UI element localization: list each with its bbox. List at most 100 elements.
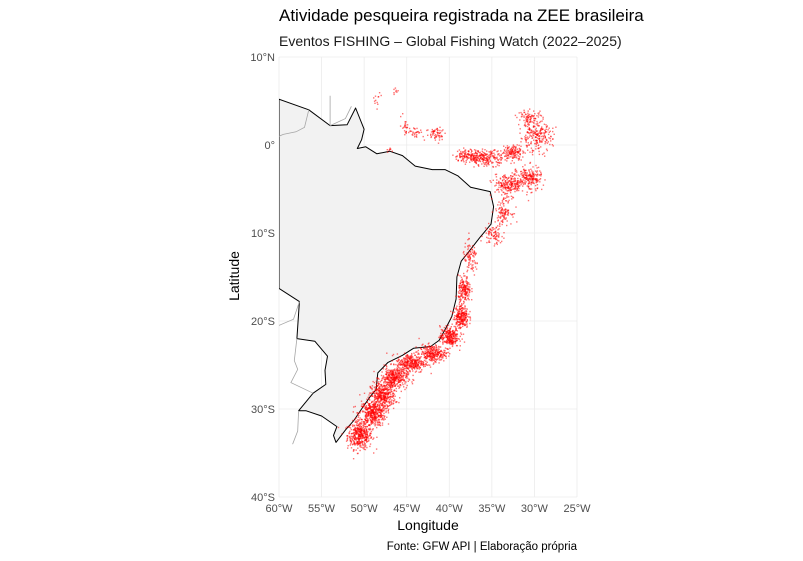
fishing-event-point [382,393,385,396]
fishing-event-point [364,423,366,425]
fishing-event-point [529,162,531,164]
fishing-event-point [433,348,436,351]
fishing-event-point [479,157,481,160]
fishing-event-point [417,361,419,363]
fishing-event-point [391,360,393,362]
fishing-event-point [406,356,408,358]
fishing-event-point [397,363,400,365]
fishing-event-point [430,134,432,136]
fishing-event-point [532,115,535,117]
fishing-event-point [504,183,507,186]
fishing-event-point [536,124,538,126]
fishing-event-point [437,354,439,356]
fishing-event-point [506,157,509,159]
fishing-event-point [510,175,512,177]
fishing-event-point [439,355,441,358]
fishing-event-point [484,153,487,155]
fishing-event-point [527,128,529,131]
fishing-event-point [363,403,366,405]
fishing-event-point [535,174,538,176]
fishing-event-point [403,372,405,375]
fishing-event-point [545,124,547,126]
fishing-event-point [462,333,465,335]
fishing-event-point [392,392,394,394]
fishing-event-point [514,184,517,186]
fishing-event-point [520,145,522,147]
fishing-event-point [467,153,469,155]
fishing-event-point [461,292,464,295]
fishing-event-point [384,386,386,388]
fishing-event-point [477,157,479,159]
fishing-event-point [459,311,461,313]
fishing-event-point [444,334,447,337]
fishing-event-point [508,152,511,154]
fishing-event-point [427,351,430,353]
fishing-event-point [469,257,471,259]
fishing-event-point [371,388,373,391]
fishing-event-point [456,330,458,332]
fishing-event-point [465,285,468,287]
fishing-event-point [405,370,408,372]
fishing-event-point [372,409,374,411]
fishing-event-point [387,151,389,153]
fishing-event-point [507,146,509,149]
fishing-event-point [485,162,487,164]
fishing-event-point [449,353,451,355]
fishing-event-point [460,285,462,287]
x-tick-label: 55°W [308,503,336,515]
fishing-event-point [385,391,388,394]
fishing-event-point [504,180,507,182]
fishing-event-point [498,234,500,236]
fishing-event-point [471,155,474,157]
fishing-event-point [543,123,546,125]
fishing-event-point [460,298,462,301]
fishing-event-point [531,121,533,123]
fishing-event-point [363,410,365,413]
fishing-event-point [382,401,384,404]
fishing-event-point [530,117,532,120]
fishing-event-point [369,385,371,388]
fishing-event-point [401,361,403,364]
fishing-event-point [528,136,530,138]
fishing-event-point [522,171,524,174]
fishing-event-point [357,414,359,416]
fishing-event-point [484,162,486,164]
fishing-event-point [352,411,354,413]
fishing-event-point [467,248,469,251]
fishing-event-point [345,427,347,429]
fishing-event-point [465,278,468,280]
fishing-event-point [460,287,463,289]
fishing-event-point [392,396,394,398]
fishing-event-point [401,373,403,375]
fishing-event-point [391,354,394,357]
fishing-event-point [403,126,405,129]
fishing-event-point [466,294,469,297]
fishing-event-point [363,424,365,426]
fishing-event-point [532,182,534,184]
fishing-event-point [426,129,428,132]
fishing-event-point [488,158,491,160]
fishing-event-point [459,275,461,277]
fishing-event-point [489,159,491,162]
fishing-event-point [523,115,525,117]
fishing-event-point [433,355,436,358]
fishing-event-point [492,155,494,158]
fishing-event-point [381,371,383,373]
fishing-event-point [505,200,508,202]
fishing-event-point [491,150,493,153]
fishing-event-point [443,353,445,355]
fishing-event-point [531,114,533,116]
fishing-event-point [378,419,380,421]
fishing-event-point [544,136,546,138]
fishing-event-point [506,154,509,157]
fishing-event-point [391,375,394,377]
fishing-event-point [390,393,392,396]
fishing-event-point [395,360,398,362]
fishing-event-point [507,180,510,183]
fishing-event-point [359,437,361,440]
fishing-event-point [472,255,474,257]
fishing-event-point [500,156,503,159]
fishing-event-point [395,363,397,366]
fishing-event-point [380,390,382,392]
fishing-event-point [524,113,527,115]
